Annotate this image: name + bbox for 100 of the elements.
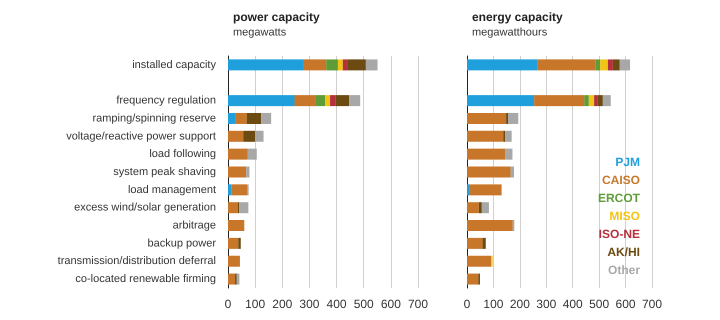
bar [228, 184, 232, 196]
bar [228, 274, 236, 285]
bar [478, 202, 482, 214]
text: AK/HI [607, 245, 640, 259]
x-tick-label: 400 [562, 297, 584, 311]
bar [243, 130, 256, 142]
bar [608, 59, 613, 70]
bar [349, 95, 360, 106]
bar [482, 238, 486, 249]
y-tick-label: load management [128, 184, 216, 196]
bar [467, 184, 470, 196]
x-tick-label: 600 [380, 297, 402, 311]
bar [261, 112, 272, 124]
bar [467, 202, 479, 214]
x-tick-label: 500 [589, 297, 610, 311]
x-tick-label: 700 [642, 297, 662, 311]
bar [584, 95, 589, 106]
bar [228, 148, 248, 160]
bar [467, 220, 513, 232]
bar [236, 274, 240, 285]
bar [467, 166, 511, 178]
bar [467, 148, 506, 160]
bar [235, 112, 247, 124]
bar [598, 95, 603, 106]
bar [600, 59, 608, 70]
bar [326, 59, 338, 70]
bar [330, 95, 336, 106]
chart-subtitle: megawatthours [472, 26, 548, 38]
y-tick-label: system peak shaving [113, 166, 216, 178]
bar [228, 112, 236, 124]
bar [538, 59, 596, 70]
x-tick-label: 0 [464, 297, 471, 311]
text: CAISO [602, 173, 640, 187]
x-tick-label: 0 [224, 297, 232, 311]
bar [338, 59, 343, 70]
x-tick-label: 100 [245, 297, 266, 311]
bar [228, 238, 238, 249]
bar [602, 95, 611, 106]
bar [612, 59, 620, 70]
bar [325, 95, 330, 106]
y-tick-label: installed capacity [132, 58, 216, 71]
bar [470, 184, 502, 196]
bar [534, 95, 584, 106]
bar [248, 148, 257, 160]
bar [228, 95, 294, 106]
chart-subtitle: megawatts [233, 26, 287, 38]
bar [482, 202, 489, 214]
y-tick-label: load following [149, 148, 216, 160]
y-tick-label: transmission/distribution deferral [58, 255, 216, 268]
bar [228, 130, 244, 142]
bar [505, 130, 512, 142]
x-tick-label: 600 [616, 297, 636, 311]
bar [505, 148, 512, 160]
text: Other [608, 263, 640, 277]
bar [510, 166, 514, 178]
bar [596, 59, 600, 70]
bar [238, 238, 241, 249]
y-tick-label: backup power [148, 237, 216, 250]
y-tick-label: frequency regulation [116, 94, 216, 107]
bar [467, 59, 538, 70]
bar [228, 256, 240, 267]
x-tick-label: 300 [536, 297, 557, 311]
bar [342, 59, 348, 70]
bar [467, 256, 492, 267]
bar [239, 202, 248, 214]
bar [366, 59, 378, 70]
text: ISO-NE [598, 227, 640, 241]
bar [467, 238, 483, 249]
y-tick-label: ramping/spinning reserve [92, 112, 216, 124]
x-tick-label: 200 [510, 297, 530, 311]
bar [303, 59, 326, 70]
text: MISO [609, 209, 640, 223]
x-tick-label: 100 [483, 297, 504, 311]
bar [231, 184, 247, 196]
bar [348, 59, 366, 70]
bar [467, 274, 478, 285]
bar [467, 112, 506, 124]
bar [228, 166, 246, 178]
bar [246, 166, 250, 178]
bar [228, 202, 238, 214]
bar [467, 130, 504, 142]
x-tick-label: 700 [408, 297, 428, 311]
y-tick-label: voltage/reactive power support [66, 130, 216, 142]
bar [228, 220, 244, 232]
bar [594, 95, 598, 106]
bar [336, 95, 350, 106]
x-tick-label: 500 [354, 297, 374, 311]
bar [255, 130, 264, 142]
bar [588, 95, 594, 106]
bar [246, 112, 262, 124]
y-tick-label: arbitrage [172, 220, 216, 232]
bar [467, 95, 534, 106]
bar [294, 95, 316, 106]
y-tick-label: excess wind/solar generation [74, 202, 216, 214]
y-tick-label: co-located renewable firming [75, 273, 216, 286]
x-tick-label: 200 [272, 297, 293, 311]
text: PJM [615, 155, 640, 169]
bar [228, 59, 304, 70]
x-tick-label: 300 [299, 297, 320, 311]
chart-title: power capacity [233, 10, 320, 24]
